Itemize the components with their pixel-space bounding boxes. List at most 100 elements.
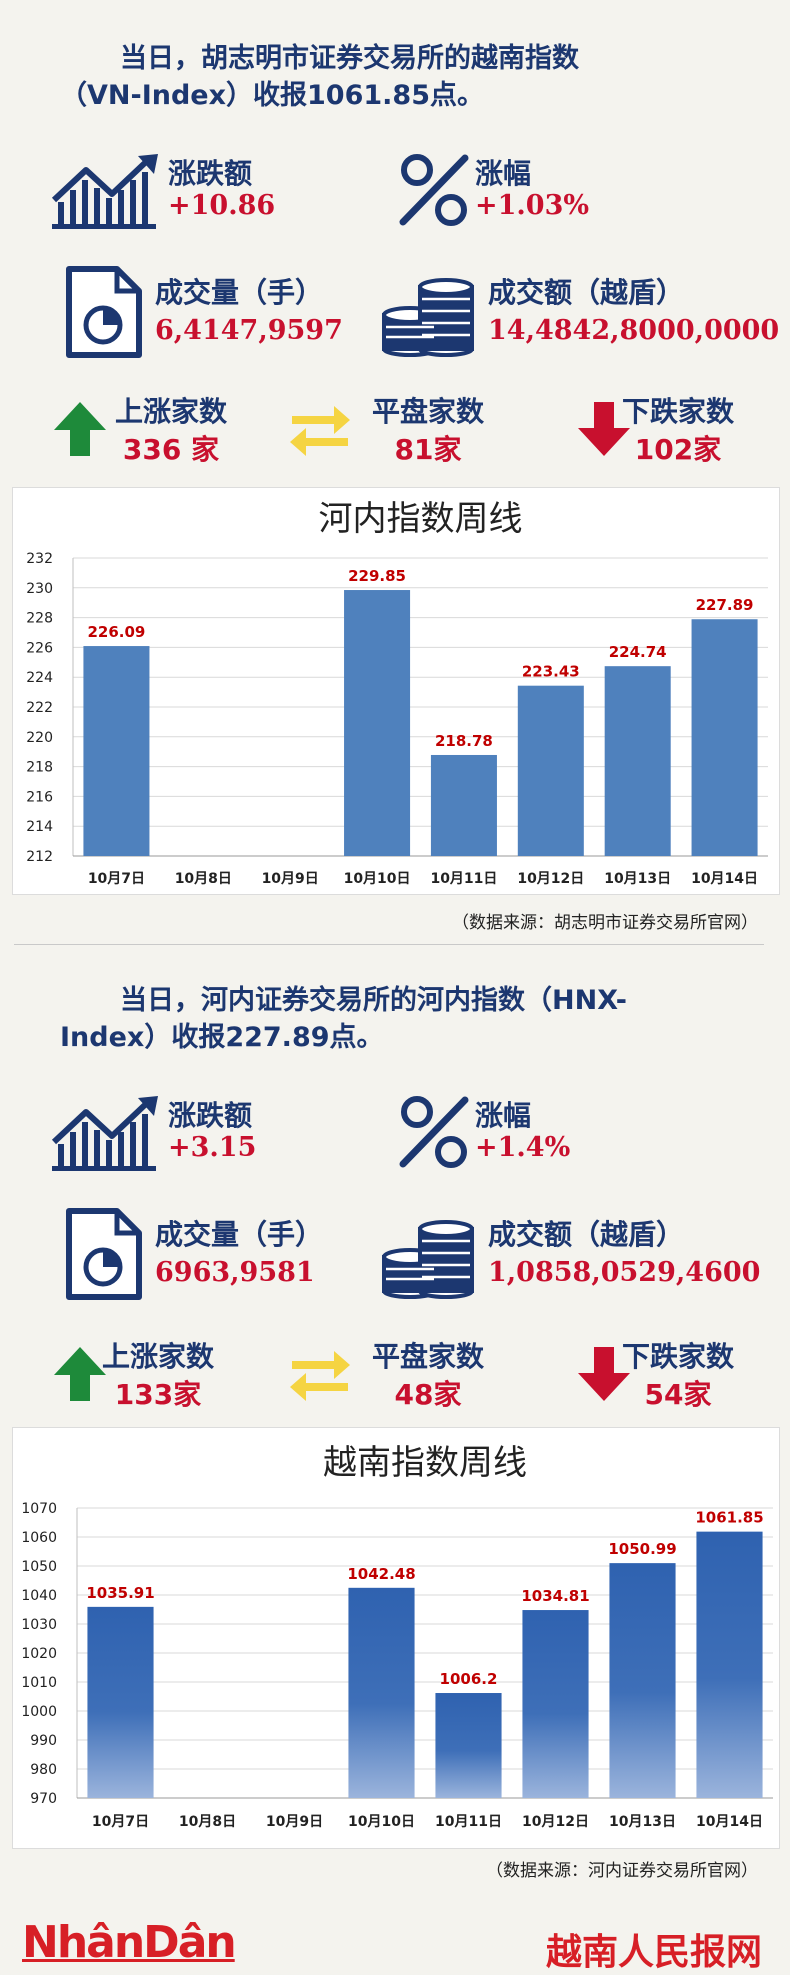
data-label: 1034.81	[521, 1587, 589, 1605]
x-tick-label: 10月14日	[691, 871, 758, 887]
change-value: +3.15	[168, 1132, 257, 1163]
x-tick-label: 10月10日	[348, 1814, 415, 1830]
data-label: 1042.48	[347, 1565, 415, 1583]
y-tick-label: 970	[30, 1791, 57, 1807]
turnover-value: 14,4842,8000,0000	[488, 315, 780, 346]
arrow-up-icon	[54, 1347, 106, 1401]
stat-volume-1: 成交量（手） 6,4147,9597	[65, 265, 365, 360]
coin-stack-icon	[382, 1220, 474, 1299]
headline-hnx-index: 当日，河内证券交易所的河内指数（HNX- Index）收报227.89点。	[60, 982, 750, 1056]
arrow-down-icon	[578, 402, 630, 456]
volume-label: 成交量（手）	[155, 1218, 324, 1251]
y-tick-label: 216	[26, 789, 53, 805]
brand-chinese: 越南人民报网	[545, 1932, 762, 1973]
document-pie-icon	[66, 266, 142, 358]
arrow-up-icon	[54, 402, 106, 456]
y-tick-label: 228	[26, 611, 53, 627]
up-count-label: 上涨家数	[115, 395, 228, 428]
data-label: 1035.91	[86, 1584, 154, 1602]
y-tick-label: 212	[26, 849, 53, 865]
chart-hanoi-weekly: 河内指数周线 212 214 216 218 220 222 224 226 228 230 232 2…	[26, 499, 768, 887]
data-label: 227.89	[696, 596, 754, 614]
flat-count-value: 48家	[394, 1378, 462, 1411]
headline-line-1: 当日，胡志明市证券交易所的越南指数	[120, 43, 579, 74]
turnover-label: 成交额（越盾）	[488, 276, 685, 309]
data-label: 223.43	[522, 663, 580, 681]
bar	[348, 1587, 415, 1798]
volume-value: 6963,9581	[155, 1257, 315, 1288]
pct-label: 涨幅	[475, 157, 532, 190]
turnover-label: 成交额（越盾）	[488, 1218, 685, 1251]
bar	[696, 1531, 763, 1798]
chart-vietnam-weekly: 越南指数周线 970 980 990 1000 1010 1020 1030 1040 1050 1…	[21, 1443, 773, 1830]
data-label: 224.74	[609, 643, 667, 661]
chart-title: 越南指数周线	[323, 1443, 527, 1483]
percent-icon	[399, 154, 469, 226]
bar	[691, 619, 758, 856]
data-label: 218.78	[435, 732, 493, 750]
pct-value: +1.03%	[475, 190, 590, 221]
y-tick-label: 222	[26, 700, 53, 716]
chart-panel-1: 河内指数周线 212 214 216 218 220 222 224 226 228 230 232 2…	[12, 487, 780, 895]
y-tick-label: 214	[26, 819, 53, 835]
y-tick-label: 220	[26, 730, 53, 746]
change-label: 涨跌额	[168, 157, 253, 190]
y-tick-label: 1070	[21, 1501, 57, 1517]
down-count-label: 下跌家数	[622, 395, 735, 428]
nhandan-logo: NhânDân	[22, 1917, 237, 1968]
coin-stack-icon	[382, 278, 474, 357]
x-tick-label: 10月8日	[179, 1814, 236, 1830]
x-tick-label: 10月7日	[88, 871, 145, 887]
stat-change-1: 涨跌额 +10.86	[50, 150, 350, 230]
down-count-value: 102家	[634, 433, 722, 466]
headline-line-2: Index）收报227.89点。	[60, 1022, 384, 1053]
stat-pct-2: 涨幅 +1.4%	[395, 1092, 695, 1172]
up-count-value: 336 家	[122, 433, 220, 466]
up-count-label: 上涨家数	[102, 1340, 215, 1373]
x-tick-label: 10月13日	[604, 871, 671, 887]
bar-chart-up-icon	[51, 154, 158, 229]
y-tick-label: 218	[26, 760, 53, 776]
change-value: +10.86	[168, 190, 276, 221]
bar	[435, 1693, 502, 1798]
data-label: 1050.99	[608, 1540, 676, 1558]
headline-vn-index: 当日，胡志明市证券交易所的越南指数 （VN-Index）收报1061.85点。	[60, 40, 750, 114]
y-tick-label: 224	[26, 670, 53, 686]
bar	[609, 1563, 676, 1798]
x-tick-label: 10月14日	[696, 1814, 763, 1830]
stat-turnover-2: 成交额（越盾） 1,0858,0529,4600	[380, 1207, 780, 1302]
y-tick-label: 230	[26, 581, 53, 597]
y-tick-label: 1040	[21, 1588, 57, 1604]
bar	[83, 646, 150, 856]
x-tick-label: 10月13日	[609, 1814, 676, 1830]
x-tick-label: 10月9日	[266, 1814, 323, 1830]
section-divider	[14, 944, 764, 945]
data-label: 1006.2	[440, 1670, 498, 1688]
down-count-label: 下跌家数	[622, 1340, 735, 1373]
flat-count-value: 81家	[394, 433, 462, 466]
stat-turnover-1: 成交额（越盾） 14,4842,8000,0000	[380, 265, 780, 360]
y-tick-label: 1050	[21, 1559, 57, 1575]
y-tick-label: 980	[30, 1762, 57, 1778]
arrow-down-icon	[578, 1347, 630, 1401]
flat-count-label: 平盘家数	[372, 1340, 485, 1373]
change-label: 涨跌额	[168, 1099, 253, 1132]
source-note-2: （数据来源：河内证券交易所官网）	[486, 1861, 758, 1881]
stat-pct-1: 涨幅 +1.03%	[395, 150, 695, 230]
y-tick-label: 232	[26, 551, 53, 567]
arrows-left-right-icon	[290, 406, 350, 456]
headline-line-2: （VN-Index）收报1061.85点。	[60, 80, 484, 111]
y-tick-label: 1000	[21, 1704, 57, 1720]
x-tick-label: 10月10日	[344, 871, 411, 887]
turnover-value: 1,0858,0529,4600	[488, 1257, 761, 1288]
x-tick-label: 10月9日	[262, 871, 319, 887]
x-tick-label: 10月11日	[430, 871, 497, 887]
y-tick-label: 1010	[21, 1675, 57, 1691]
bar	[604, 666, 671, 856]
y-tick-label: 990	[30, 1733, 57, 1749]
chart-panel-2: 越南指数周线 970 980 990 1000 1010 1020 1030 1040 1050 1…	[12, 1427, 780, 1849]
y-tick-label: 226	[26, 640, 53, 656]
bar	[344, 590, 411, 856]
pct-label: 涨幅	[475, 1099, 532, 1132]
down-count-value: 54家	[644, 1378, 712, 1411]
